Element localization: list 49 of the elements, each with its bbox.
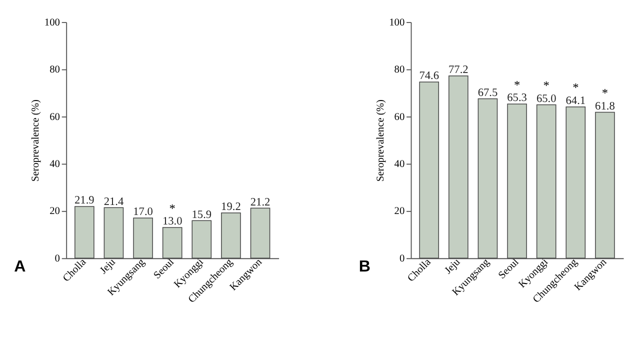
bar [595, 112, 615, 259]
y-tick-label: 0 [399, 253, 405, 264]
data-label: 13.0 [162, 216, 183, 228]
y-tick-label: 40 [394, 159, 405, 170]
y-tick-label: 60 [394, 112, 405, 123]
bar [448, 76, 468, 259]
data-label: 67.5 [478, 86, 498, 99]
data-label: 77.2 [448, 64, 469, 76]
data-label: 61.8 [595, 100, 616, 112]
annotation: * [169, 201, 176, 216]
annotation: * [514, 78, 520, 92]
data-label: 65.3 [507, 92, 528, 104]
data-label: 19.2 [221, 200, 242, 213]
bar [566, 106, 586, 259]
y-tick-label: 60 [50, 112, 60, 123]
bar [221, 212, 241, 259]
y-tick-label: 80 [394, 64, 405, 76]
bar [104, 207, 124, 259]
bar [507, 104, 527, 259]
annotation: * [602, 86, 608, 100]
y-tick-label: 20 [50, 206, 60, 218]
data-label: 21.2 [250, 196, 271, 208]
annotation: * [543, 78, 550, 93]
data-label: 21.9 [74, 194, 95, 207]
data-label: 74.6 [419, 70, 440, 82]
bar [419, 82, 440, 259]
y-axis-title: Seroprevalence (%) [375, 100, 386, 182]
y-tick-label: 40 [50, 159, 60, 170]
data-label: 15.9 [192, 208, 212, 221]
data-label: 21.4 [104, 196, 124, 208]
data-label: 64.1 [566, 94, 586, 107]
data-label: 17.0 [133, 206, 154, 218]
y-tick-label: 0 [54, 253, 60, 264]
y-tick-label: 20 [394, 206, 405, 218]
data-label: 65.0 [536, 92, 557, 105]
bar [192, 220, 212, 259]
bar [250, 208, 270, 259]
text: B [358, 257, 370, 276]
y-axis-title: Seroprevalence (%) [30, 100, 42, 182]
y-tick-label: 100 [389, 17, 405, 28]
y-tick-label: 100 [44, 17, 60, 28]
bar [536, 104, 556, 259]
bar [478, 98, 498, 259]
text: A [14, 257, 26, 276]
y-tick-label: 80 [50, 64, 60, 76]
annotation: * [572, 80, 579, 95]
bar [162, 227, 182, 259]
bar [133, 218, 153, 259]
bar [74, 206, 94, 259]
